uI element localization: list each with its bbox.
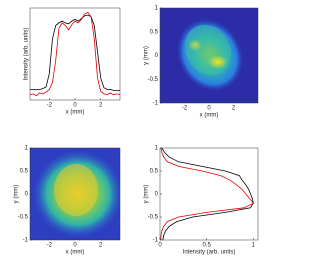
x-tick-label: 0: [207, 106, 211, 112]
y-tick-label: 0: [155, 192, 159, 198]
x-tick-label: 0: [73, 243, 77, 249]
y-tick-label: -1: [153, 238, 159, 244]
figure: -2 0 2 x (mm) Intensity (arb. units) -2 0 2 -1 -0…: [14, 6, 259, 256]
x-tick-label: -2: [182, 106, 188, 112]
y-tick-label: 0.5: [20, 169, 29, 175]
line-series: [160, 147, 254, 240]
line-series: [161, 147, 254, 241]
y-axis-label: y (mm): [144, 46, 150, 65]
x-axis-label: x (mm): [200, 113, 219, 119]
x-tick-label: -2: [47, 243, 53, 249]
y-tick-label: 1: [155, 146, 159, 152]
x-axis-label: x (mm): [66, 110, 85, 116]
line-series: [30, 14, 120, 91]
y-axis-label: y (mm): [144, 185, 150, 204]
y-tick-label: 0.5: [150, 29, 159, 35]
y-tick-label: 0: [155, 53, 159, 59]
y-tick-label: -1: [23, 238, 29, 244]
y-tick-label: -0.5: [148, 215, 159, 221]
x-tick-label: -2: [47, 103, 53, 109]
y-tick-label: -0.5: [18, 215, 29, 221]
x-tick-label: 2: [99, 243, 103, 249]
beam-image: [30, 148, 120, 240]
beam-image: [160, 8, 258, 103]
x-tick-label: 0: [73, 103, 77, 109]
x-axis-label: x (mm): [66, 250, 85, 256]
line-series: [29, 11, 121, 97]
y-axis-label: Intensity (arb. units): [24, 28, 30, 81]
y-tick-label: 1: [155, 6, 159, 12]
x-tick-label: 0: [158, 243, 162, 249]
x-tick-label: 2: [99, 103, 103, 109]
axes-frame: [29, 7, 121, 101]
x-axis-label: Intensity (arb. units): [183, 250, 236, 256]
x-tick-label: 0.5: [202, 243, 211, 249]
y-tick-label: 0: [25, 192, 29, 198]
y-tick-label: -0.5: [148, 77, 159, 83]
y-axis-label: y (mm): [14, 185, 20, 204]
x-tick-label: 1: [252, 243, 256, 249]
axes-frame: [159, 147, 259, 241]
x-tick-label: 2: [232, 106, 236, 112]
y-tick-label: 1: [25, 146, 29, 152]
y-tick-label: -1: [153, 101, 159, 107]
y-tick-label: 0.5: [150, 169, 159, 175]
